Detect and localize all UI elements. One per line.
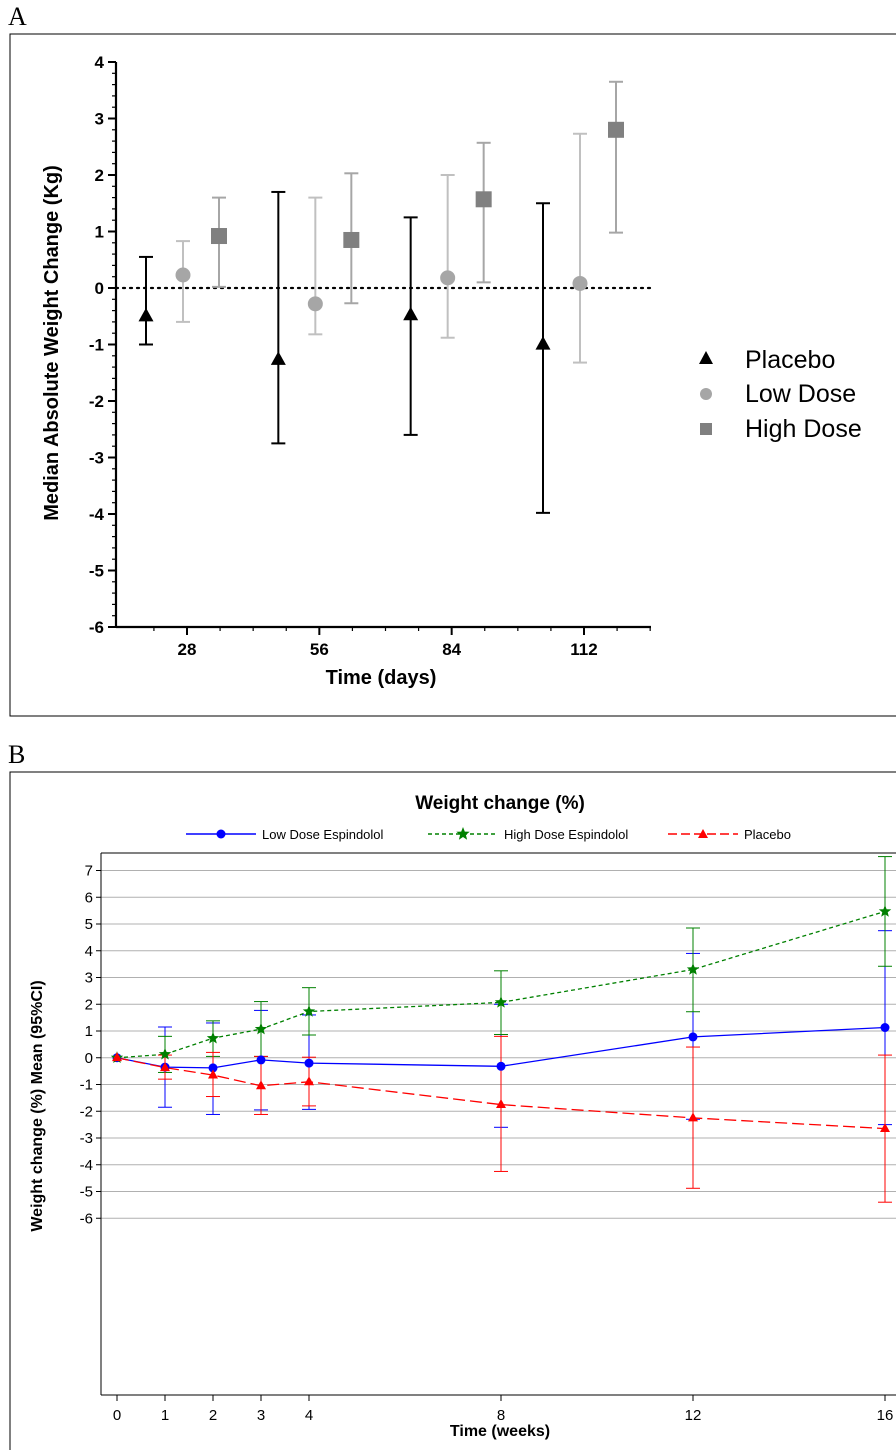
panel-b-low-dose-marker [688,1032,698,1042]
legend-b-low-dose-circle-icon [216,829,226,839]
panel-a-low-dose-marker [440,270,456,286]
panel-b-placebo-marker [112,1052,122,1062]
panel-b-y-tick-label: 1 [85,1023,93,1040]
legend-b-high-dose-star-icon [456,827,470,840]
legend-b-low-dose-label: Low Dose Espindolol [262,827,384,842]
panel-b-low-dose-marker [256,1055,266,1065]
panel-a-high-dose-marker [343,231,360,248]
panel-b-high-dose-marker [302,1005,316,1017]
panel-b-y-tick-label: 5 [85,916,93,933]
panel-b-low-dose-marker [304,1058,314,1068]
panel-b-y-tick-label: -5 [80,1184,93,1201]
panel-b-x-tick-label: 4 [305,1407,313,1424]
panel-b-low-dose-marker [880,1023,890,1033]
panel-a-y-tick-label: 1 [95,223,104,242]
panel-b-placebo-marker [688,1112,698,1122]
panel-b-high-dose-marker [686,963,700,975]
legend-high-dose-square-icon [700,423,712,435]
panel-b-y-tick-label: -3 [80,1130,93,1147]
panel-b-x-tick-label: 3 [257,1407,265,1424]
panel-b-placebo-marker [304,1076,314,1086]
panel-b-y-tick-label: 0 [85,1050,93,1067]
panel-b-series-line [116,1057,886,1130]
panel-b-y-axis-title: Weight change (%) Mean (95%CI) [29,980,46,1231]
panel-b-y-tick-label: 4 [85,943,93,960]
panel-b-placebo-marker [160,1062,170,1072]
panel-b-x-axis-title: Time (weeks) [450,1423,550,1440]
panel-a-placebo-marker [403,306,419,321]
legend-placebo-triangle-icon [699,351,713,364]
panel-b-y-tick-label: -4 [80,1157,93,1174]
panel-b-x-tick-label: 16 [877,1407,894,1424]
panel-b-y-tick-label: 2 [85,996,93,1013]
panel-a-x-axis-title: Time (days) [326,667,437,689]
legend-a-placebo-label: Placebo [745,346,835,374]
panel-label-b: B [8,740,26,769]
panel-b-title: Weight change (%) [415,793,585,814]
legend-b-placebo-triangle-icon [698,829,708,838]
panel-b-x-tick-label: 12 [685,1407,702,1424]
panel-a-x-tick-label: 56 [310,640,329,659]
panel-a-high-dose-marker [475,191,492,208]
panel-b-y-tick-label: 7 [85,863,93,880]
panel-a-y-axis-title: Median Absolute Weight Change (Kg) [41,165,63,521]
panel-b-y-tick-label: -2 [80,1103,93,1120]
panel-b-x-tick-label: 1 [161,1407,169,1424]
panel-a-y-tick-label: -4 [89,505,105,524]
panel-a-low-dose-marker [307,296,323,312]
panel-a-legend: Placebo Low Dose High Dose [699,346,862,443]
panel-b-y-tick-label: -1 [80,1077,93,1094]
panel-b-series-line [116,910,886,1059]
panel-b-low-dose-marker [208,1063,218,1073]
panel-a-y-tick-label: -2 [89,392,104,411]
panel-b-y-tick-label: -6 [80,1210,93,1227]
panel-a-y-tick-label: -5 [89,562,104,581]
panel-b-frame [9,771,896,1450]
legend-a-high-dose-label: High Dose [745,415,862,443]
panel-a-x-tick-label: 84 [442,640,461,659]
panel-a-y-tick-label: -6 [89,618,104,637]
panel-a-low-dose-marker [175,267,191,283]
panel-b-x-tick-label: 8 [497,1407,505,1424]
panel-a-x-tick-label: 112 [570,640,597,659]
legend-b-high-dose-label: High Dose Espindolol [504,827,628,842]
panel-a-placebo-marker [138,307,154,322]
panel-b-low-dose-marker [496,1061,506,1071]
panel-b-x-tick-label: 2 [209,1407,217,1424]
panel-b-high-dose-marker [206,1031,220,1044]
panel-b-high-dose-marker [494,995,508,1008]
panel-b-placebo-marker [208,1069,218,1079]
panel-a-y-tick-label: -3 [89,449,104,468]
panel-a-placebo-marker [270,351,286,365]
panel-b-placebo-marker [880,1123,890,1133]
panel-a-y-tick-label: 3 [95,110,104,129]
panel-b-series-line [116,1026,886,1069]
panel-b-high-dose-marker [878,904,892,917]
panel-b-y-tick-label: 6 [85,889,93,906]
legend-a-low-dose-label: Low Dose [745,380,856,408]
panel-a-y-tick-label: -1 [89,336,104,355]
panel-a-x-tick-label: 28 [178,640,197,659]
panel-b-placebo-marker [496,1098,506,1108]
panel-label-a: A [8,2,27,31]
panel-b-placebo-marker [256,1080,266,1090]
panel-a-plot: 4 3 2 1 0 -1 -2 -3 -4 -5 -6 28 56 84 112 [89,53,653,659]
panel-a-high-dose-marker [608,121,624,138]
panel-a-y-tick-label: 2 [95,166,104,185]
panel-a-high-dose-marker [211,228,227,245]
panel-b-high-dose-marker [254,1022,268,1035]
panel-b-legend: Low Dose Espindolol High Dose Espindolol… [186,827,791,842]
panel-b-x-tick-label: 0 [113,1407,121,1424]
panel-a-y-tick-label: 0 [95,279,104,298]
legend-b-placebo-label: Placebo [744,827,791,842]
legend-low-dose-circle-icon [700,388,712,400]
panel-a-y-tick-label: 4 [95,53,105,72]
panel-b-high-dose-marker [158,1047,172,1060]
panel-a-placebo-marker [535,336,551,350]
panel-a-frame [9,33,896,717]
panel-a-low-dose-marker [572,275,588,291]
panel-b-y-tick-label: 3 [85,970,93,987]
